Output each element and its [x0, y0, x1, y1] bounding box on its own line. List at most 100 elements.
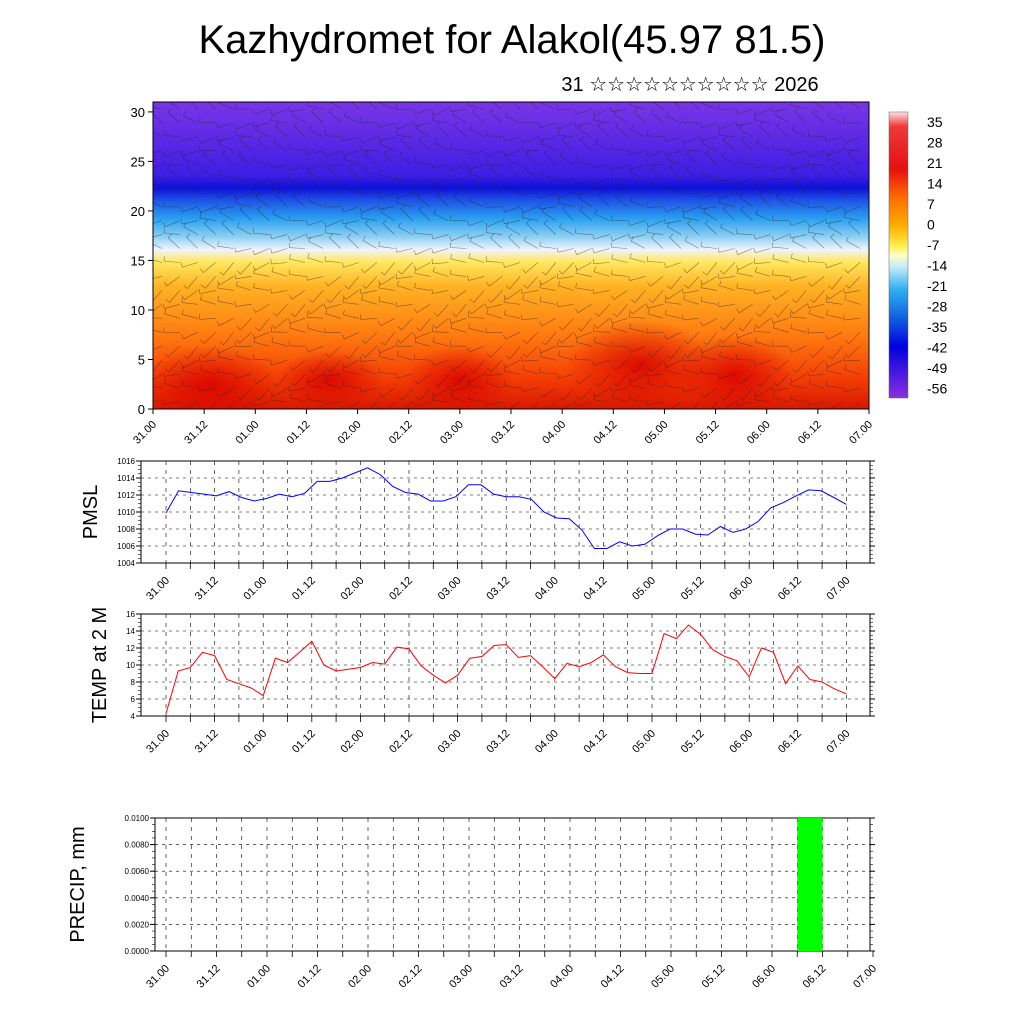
- wind-barb: [629, 168, 646, 180]
- wind-barb: [209, 401, 216, 409]
- wind-barb: [574, 121, 592, 127]
- wind-barb: [292, 192, 306, 207]
- wind-barb: [705, 149, 718, 166]
- x-tick-label: 02.12: [397, 963, 425, 991]
- wind-barb: [252, 401, 270, 407]
- wind-barb: [508, 233, 521, 249]
- wind-barb: [772, 269, 789, 277]
- wind-barb: [485, 202, 503, 208]
- x-tick-label: 02.12: [387, 728, 415, 756]
- wind-barb: [199, 262, 216, 274]
- wind-barb: [664, 290, 682, 300]
- wind-barb: [611, 392, 628, 403]
- wind-barb: [360, 356, 377, 362]
- wind-barb: [558, 222, 574, 235]
- wind-barb: [379, 139, 395, 152]
- wind-barb: [257, 135, 270, 152]
- y-tick-label: 25: [131, 154, 145, 169]
- wind-barb: [646, 150, 664, 158]
- wind-barb: [597, 121, 610, 138]
- wind-barb: [485, 327, 503, 334]
- wind-barb: [593, 318, 610, 329]
- warm-core: [275, 350, 385, 409]
- wind-barb: [505, 276, 521, 290]
- x-tick-label: 07.00: [825, 728, 853, 756]
- wind-barb: [395, 373, 413, 379]
- wind-barb: [710, 401, 718, 409]
- wind-barb: [807, 202, 825, 208]
- wind-barb: [395, 301, 413, 307]
- wind-barb: [217, 169, 234, 180]
- wind-barb: [772, 392, 789, 403]
- wind-barb: [217, 282, 234, 291]
- wind-barb: [669, 163, 682, 180]
- wind-barb: [700, 282, 717, 291]
- wind-barb: [843, 144, 861, 152]
- wind-barb: [503, 297, 521, 305]
- wind-barb: [646, 227, 664, 235]
- warm-core: [405, 345, 515, 409]
- wind-barb: [735, 178, 753, 186]
- wind-barb: [692, 401, 700, 409]
- wind-barb: [486, 378, 503, 389]
- wind-barb: [772, 290, 789, 301]
- x-tick-label: 03.12: [489, 419, 517, 447]
- wind-barb: [610, 318, 628, 324]
- wind-barb: [324, 159, 341, 166]
- wind-barb: [288, 318, 306, 324]
- wind-barb: [754, 337, 771, 347]
- wind-barb: [288, 269, 306, 277]
- wind-barb: [575, 228, 592, 235]
- wind-barb: [772, 359, 789, 372]
- wind-barb: [252, 189, 270, 196]
- wind-barb: [575, 268, 592, 277]
- x-tick-label: 01.12: [285, 419, 313, 447]
- wind-barb: [719, 280, 735, 291]
- wind-barb: [834, 102, 843, 110]
- wind-barb: [162, 303, 180, 309]
- wind-barb: [252, 178, 270, 185]
- wind-barb: [740, 206, 753, 221]
- wind-barb: [775, 192, 789, 207]
- wind-barb: [308, 290, 324, 303]
- wind-barb: [486, 345, 503, 358]
- wind-barb: [664, 206, 682, 213]
- wind-barb: [377, 318, 395, 327]
- wind-barb: [502, 136, 521, 142]
- wind-barb: [343, 182, 359, 193]
- wind-barb: [198, 386, 216, 392]
- wind-barb: [468, 380, 485, 389]
- wind-barb: [489, 164, 503, 180]
- warm-core: [153, 345, 280, 409]
- y-tick-label: 1006: [117, 542, 135, 551]
- wind-barb: [664, 218, 682, 225]
- x-tick-label: 04.12: [582, 728, 610, 756]
- wind-barb: [167, 108, 181, 124]
- x-tick-label: 06.12: [776, 575, 804, 603]
- wind-barb: [414, 268, 431, 277]
- wind-barb: [790, 304, 807, 315]
- wind-barb: [221, 149, 234, 166]
- wind-barb: [291, 110, 306, 124]
- wind-barb: [830, 233, 843, 249]
- wind-barb: [163, 160, 180, 166]
- wind-barb: [199, 294, 216, 305]
- wind-barb: [237, 151, 252, 166]
- wind-barb: [845, 276, 861, 289]
- wind-barb: [718, 129, 735, 138]
- wind-barb: [633, 107, 646, 124]
- wind-barb: [629, 394, 646, 403]
- wind-barb: [845, 332, 861, 345]
- wind-barb: [413, 400, 431, 407]
- wind-barb: [531, 401, 539, 409]
- wind-barb: [521, 117, 538, 124]
- wind-barb: [180, 206, 198, 213]
- wind-barb: [723, 205, 736, 221]
- wind-barb: [253, 353, 270, 361]
- wind-barb: [400, 136, 413, 152]
- wind-barb: [388, 401, 395, 409]
- wind-barb: [275, 191, 288, 207]
- wind-barb: [664, 380, 682, 389]
